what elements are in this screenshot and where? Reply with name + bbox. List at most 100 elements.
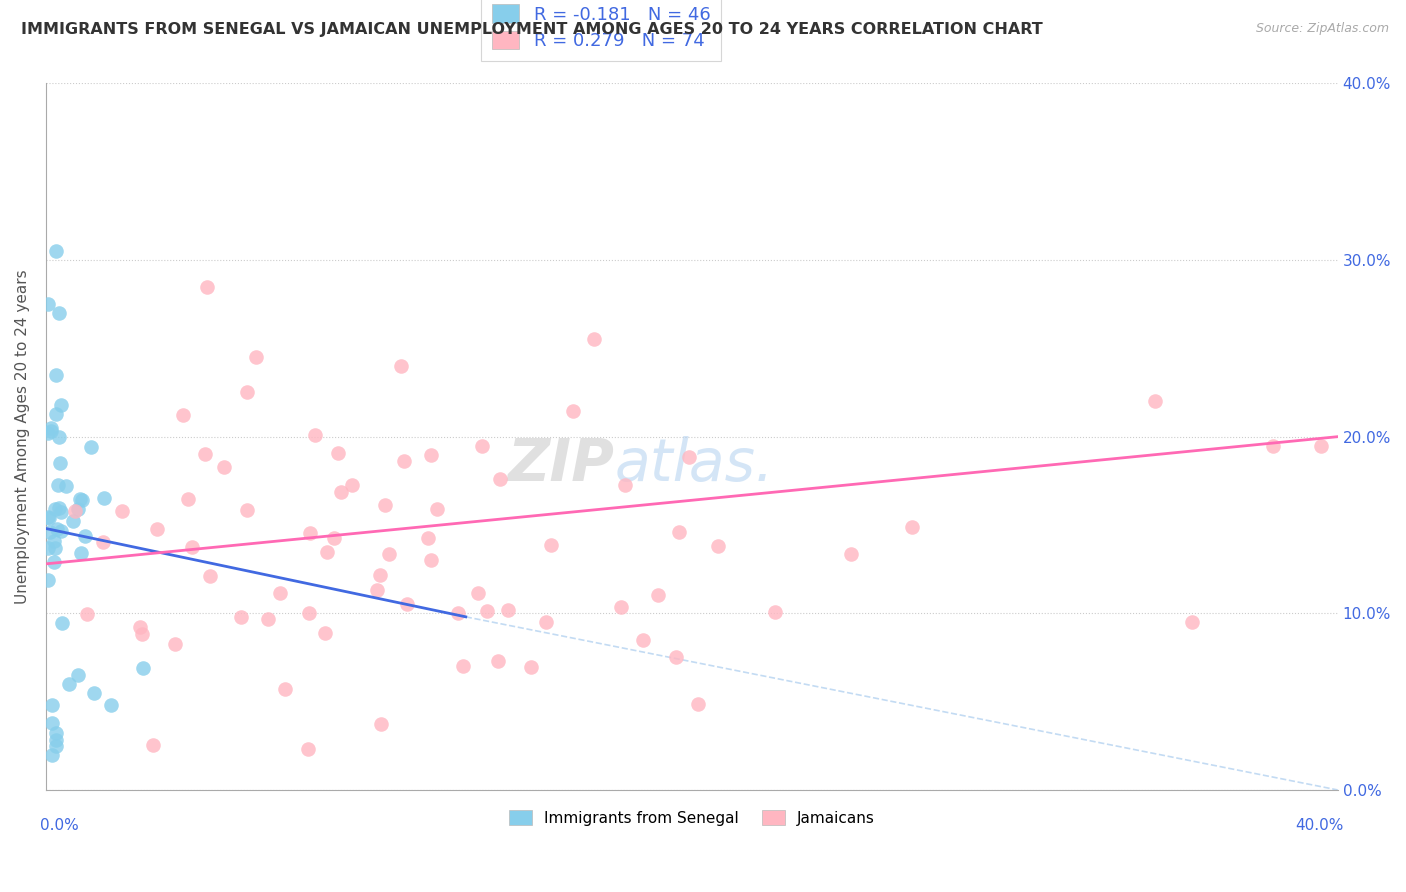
Point <box>49 524 72 538</box>
Point <box>419 448 441 462</box>
Point <box>76 607 98 621</box>
Point <box>314 625 336 640</box>
Point <box>41 698 63 713</box>
Point <box>70 546 93 560</box>
Point <box>49 457 72 471</box>
Point <box>451 659 474 673</box>
Point <box>131 626 153 640</box>
Point <box>297 741 319 756</box>
Point <box>486 654 509 668</box>
Point <box>707 539 730 553</box>
Point <box>197 279 219 293</box>
Point <box>562 404 585 418</box>
Point <box>477 604 499 618</box>
Point <box>901 520 924 534</box>
Point <box>498 603 520 617</box>
Point <box>46 477 69 491</box>
Point <box>41 715 63 730</box>
Point <box>315 545 337 559</box>
Point <box>378 547 401 561</box>
Point <box>668 525 690 540</box>
Point <box>245 350 267 364</box>
Point <box>231 610 253 624</box>
Point <box>66 502 89 516</box>
Point <box>69 491 91 506</box>
Point <box>370 568 392 582</box>
Point <box>44 502 66 516</box>
Point <box>48 430 70 444</box>
Point <box>37 541 59 556</box>
Point <box>129 620 152 634</box>
Point <box>330 484 353 499</box>
Point <box>540 538 562 552</box>
Point <box>111 504 134 518</box>
Point <box>62 514 84 528</box>
Point <box>467 586 489 600</box>
Point <box>633 632 655 647</box>
Point <box>83 686 105 700</box>
Point <box>44 541 66 555</box>
Point <box>49 398 72 412</box>
Point <box>519 660 541 674</box>
Point <box>75 529 97 543</box>
Point <box>342 477 364 491</box>
Point <box>394 454 416 468</box>
Point <box>45 726 67 740</box>
Point <box>39 424 62 438</box>
Point <box>610 599 633 614</box>
Point <box>841 547 863 561</box>
Point <box>194 446 217 460</box>
Point <box>198 569 221 583</box>
Point <box>274 681 297 696</box>
Point <box>41 747 63 762</box>
Point <box>39 524 62 539</box>
Point <box>447 606 470 620</box>
Point <box>269 586 291 600</box>
Point <box>326 446 349 460</box>
Point <box>55 479 77 493</box>
Point <box>91 535 114 549</box>
Point <box>132 660 155 674</box>
Point <box>763 605 786 619</box>
Point <box>142 738 165 752</box>
Point <box>70 492 93 507</box>
Point <box>370 716 392 731</box>
Point <box>44 533 66 548</box>
Point <box>180 541 202 555</box>
Point <box>37 425 59 440</box>
Point <box>45 733 67 747</box>
Point <box>51 505 73 519</box>
Point <box>37 573 59 587</box>
Point <box>257 612 280 626</box>
Point <box>46 522 69 536</box>
Point <box>177 492 200 507</box>
Point <box>146 522 169 536</box>
Point <box>165 637 187 651</box>
Point <box>419 553 441 567</box>
Point <box>39 421 62 435</box>
Point <box>37 297 59 311</box>
Point <box>93 491 115 505</box>
Text: 0.0%: 0.0% <box>39 818 79 833</box>
Point <box>614 477 637 491</box>
Text: 40.0%: 40.0% <box>1296 818 1344 833</box>
Text: Source: ZipAtlas.com: Source: ZipAtlas.com <box>1256 22 1389 36</box>
Point <box>304 428 326 442</box>
Point <box>45 368 67 382</box>
Point <box>45 739 67 753</box>
Point <box>51 615 73 630</box>
Point <box>299 526 322 541</box>
Point <box>67 668 90 682</box>
Legend: Immigrants from Senegal, Jamaicans: Immigrants from Senegal, Jamaicans <box>503 804 880 831</box>
Point <box>416 532 439 546</box>
Point <box>80 440 103 454</box>
Point <box>1181 615 1204 629</box>
Point <box>323 531 346 545</box>
Point <box>1310 438 1333 452</box>
Point <box>374 498 396 512</box>
Point <box>688 698 710 712</box>
Point <box>297 607 319 621</box>
Point <box>48 500 70 515</box>
Text: ZIP: ZIP <box>508 436 614 493</box>
Point <box>65 504 87 518</box>
